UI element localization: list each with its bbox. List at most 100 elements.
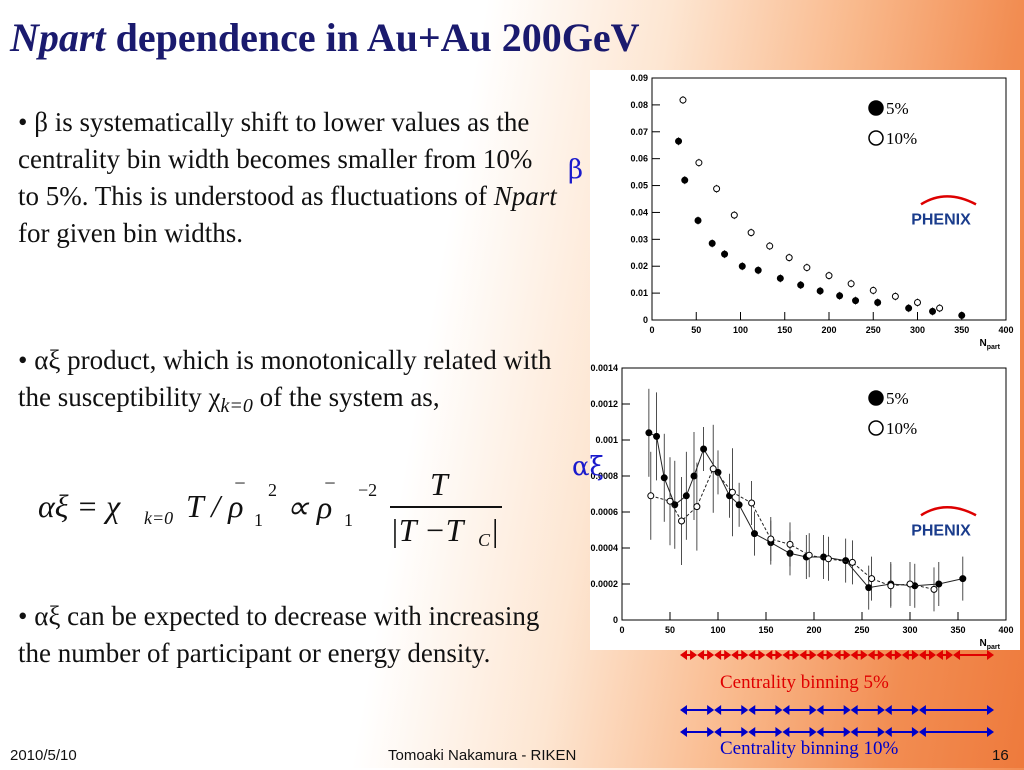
data-point	[874, 299, 882, 307]
x-tick-label: 300	[910, 325, 925, 335]
bin-5-head-right	[741, 650, 749, 660]
data-point	[750, 530, 758, 538]
bin-10-head-left	[884, 705, 892, 715]
data-point	[906, 580, 914, 588]
data-point	[679, 96, 687, 104]
data-point	[728, 488, 736, 496]
bin-5-head-right	[826, 650, 834, 660]
x-tick-label: 100	[710, 625, 725, 635]
bin-10-head-right	[741, 705, 749, 715]
bin-5-head-left	[953, 650, 961, 660]
x-tick-label: 150	[777, 325, 792, 335]
data-point	[678, 517, 686, 525]
bin-5-head-left	[731, 650, 739, 660]
bin-10-head-left	[714, 705, 722, 715]
x-tick-label: 200	[806, 625, 821, 635]
eq-den-c: C	[478, 530, 491, 550]
bullet-beta-text-b: for given bin widths.	[18, 218, 243, 248]
bin-5-head-right	[928, 650, 936, 660]
bin-10-head-left	[850, 705, 858, 715]
footer-author: Tomoaki Nakamura - RIKEN	[388, 747, 577, 764]
eq-fraction-line	[390, 506, 502, 508]
bullet-beta: • β is systematically shift to lower val…	[18, 104, 558, 252]
bin-5-head-right	[690, 650, 698, 660]
bin-5-head-left	[782, 650, 790, 660]
bullet-decrease: • αξ can be expected to decrease with in…	[18, 601, 540, 668]
eq-sub1b: 1	[344, 510, 353, 530]
eq-sup2: 2	[268, 480, 277, 500]
bin-5-head-left	[799, 650, 807, 660]
bin-10b-head-left	[680, 727, 687, 737]
data-point	[852, 297, 860, 305]
eq-den-bar: |	[492, 512, 499, 548]
bin-10b-head-left	[714, 727, 722, 737]
eq-bar1: ‾	[236, 482, 244, 508]
x-tick-label: 400	[998, 625, 1013, 635]
bin-10b-head-right	[809, 727, 817, 737]
bins-10-label: Centrality binning 10%	[720, 738, 899, 759]
eq-prop: ∝ ρ	[286, 489, 333, 525]
bullet-alphaxi-sub: k=0	[220, 395, 253, 418]
data-point	[738, 262, 746, 270]
y-tick-label: 0.06	[630, 154, 648, 164]
bin-5-head-left	[765, 650, 773, 660]
x-tick-label: 350	[950, 625, 965, 635]
bullet-alphaxi-text-b: of the system as,	[252, 382, 440, 412]
data-point	[935, 580, 943, 588]
bin-5-head-left	[833, 650, 841, 660]
y-tick-label: 0	[643, 315, 648, 325]
bin-10b-head-left	[884, 727, 892, 737]
eq-num: T	[430, 466, 448, 502]
bin-5-head-right	[775, 650, 783, 660]
x-tick-label: 250	[866, 325, 881, 335]
data-point	[693, 503, 701, 511]
data-point	[735, 501, 743, 509]
x-tick-label: 200	[821, 325, 836, 335]
bin-10-head-left	[748, 705, 756, 715]
centrality-bins: Centrality binning 5% Centrality binning…	[676, 640, 1006, 765]
data-point	[785, 254, 793, 262]
x-tick-label: 300	[902, 625, 917, 635]
data-point	[887, 582, 895, 590]
data-point	[721, 250, 729, 258]
eq-bar2: ‾	[326, 482, 334, 508]
bin-5-head-left	[714, 650, 722, 660]
eq-lhs: αξ = χ	[38, 488, 121, 524]
data-point	[891, 292, 899, 300]
data-point	[776, 274, 784, 282]
x-axis-label: Npart	[980, 638, 1001, 650]
data-point	[825, 272, 833, 280]
y-tick-label: 0.01	[630, 288, 648, 298]
bin-10-head-left	[680, 705, 687, 715]
data-point	[748, 499, 756, 507]
data-point	[803, 264, 811, 272]
eq-sub: k=0	[144, 508, 174, 528]
legend-label: 10%	[886, 129, 917, 148]
bin-10b-head-right	[741, 727, 749, 737]
bin-10b-head-left	[748, 727, 756, 737]
bin-10b-head-left	[850, 727, 858, 737]
data-point	[653, 432, 661, 440]
legend-marker	[868, 390, 884, 406]
x-tick-label: 50	[691, 325, 701, 335]
eq-sub1: 1	[254, 510, 263, 530]
data-point	[660, 474, 668, 482]
legend-label: 5%	[886, 99, 909, 118]
bin-5-head-right	[758, 650, 766, 660]
bin-5-head-left	[867, 650, 875, 660]
title-rest: dependence in Au+Au 200GeV	[105, 15, 640, 60]
page-title: Npart dependence in Au+Au 200GeV	[10, 14, 640, 61]
bin-10b-head-left	[918, 727, 926, 737]
bin-10-head-right	[843, 705, 851, 715]
data-point	[681, 176, 689, 184]
bin-10-head-right	[911, 705, 919, 715]
bullet-beta-italic: Npart	[493, 181, 557, 211]
logo-text: PHENIX	[911, 522, 971, 539]
data-point	[905, 304, 913, 312]
bullet-alphaxi-text-a: • αξ product, which is monotonically rel…	[18, 345, 552, 412]
y-tick-label: 0.0006	[590, 507, 618, 517]
bin-10b-head-left	[782, 727, 790, 737]
bin-10b-head-right	[987, 727, 994, 737]
bin-5-head-right	[707, 650, 715, 660]
x-tick-label: 350	[954, 325, 969, 335]
